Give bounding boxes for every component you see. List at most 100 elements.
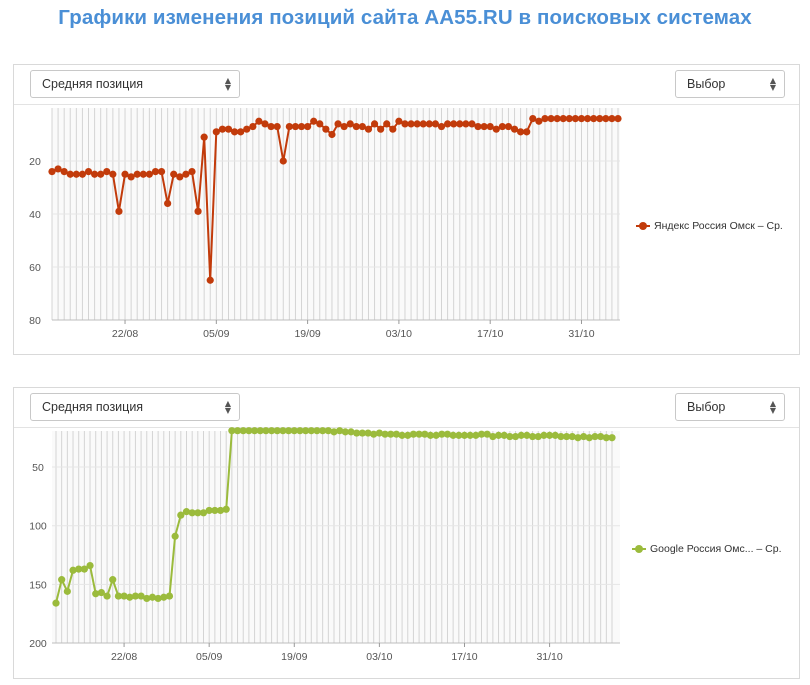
data-point <box>462 120 470 128</box>
data-point <box>66 170 74 178</box>
data-point <box>392 430 401 438</box>
data-point <box>510 125 519 133</box>
data-point <box>364 429 372 437</box>
data-point <box>346 120 354 128</box>
x-tick-label: 05/09 <box>196 651 222 663</box>
data-point <box>313 427 321 435</box>
data-point <box>255 117 263 125</box>
data-point <box>583 115 592 123</box>
metric-select[interactable]: Средняя позиция ▲ ▼ <box>30 393 240 421</box>
data-point <box>143 594 151 603</box>
y-tick-label: 60 <box>29 262 41 274</box>
data-point <box>596 115 604 123</box>
data-point <box>330 428 338 436</box>
data-point <box>164 199 172 207</box>
data-point <box>54 165 62 173</box>
google-positions-chart: 50 100 150 200 22/08 05/09 19/09 03/10 17/10 31/1… <box>29 427 620 663</box>
chart-legend[interactable]: Google Россия Омс... – Ср. <box>632 543 782 555</box>
data-point <box>279 427 287 435</box>
data-point <box>568 432 576 441</box>
data-point <box>563 432 571 441</box>
data-point <box>529 115 537 123</box>
panel-header: Средняя позиция ▲ ▼ Выбор ▲ ▼ <box>14 65 799 105</box>
data-point <box>541 115 549 123</box>
data-point <box>460 431 469 439</box>
data-point <box>92 590 100 598</box>
data-point <box>103 592 111 600</box>
data-point <box>239 427 247 435</box>
choice-select[interactable]: Выбор ▲ ▼ <box>675 393 785 421</box>
data-point <box>443 120 452 128</box>
chart-legend[interactable]: Яндекс Россия Омск – Ср. <box>636 220 783 232</box>
choice-select[interactable]: Выбор ▲ ▼ <box>675 70 785 98</box>
data-point <box>103 168 111 176</box>
data-point <box>511 432 520 441</box>
data-point <box>160 593 168 601</box>
data-point <box>608 434 616 442</box>
x-tick-label: 03/10 <box>366 651 392 663</box>
data-point <box>261 120 269 128</box>
data-point <box>230 128 239 136</box>
data-point <box>580 432 588 441</box>
data-point <box>249 122 257 131</box>
data-point <box>472 431 480 439</box>
data-point <box>498 122 506 131</box>
select-arrows-icon: ▲ ▼ <box>224 399 231 415</box>
data-point <box>591 432 599 441</box>
data-point <box>401 120 409 128</box>
data-point <box>212 128 220 136</box>
data-point <box>395 117 403 125</box>
data-point <box>273 122 281 131</box>
data-point <box>237 128 245 136</box>
data-point <box>486 122 494 131</box>
data-point <box>574 434 582 442</box>
metric-select-label: Средняя позиция <box>42 77 144 91</box>
data-point <box>477 430 486 438</box>
data-point <box>426 431 435 439</box>
data-point <box>63 587 71 595</box>
y-tick-label: 40 <box>29 209 41 221</box>
data-point <box>86 561 94 570</box>
data-point <box>285 122 293 131</box>
data-point <box>358 429 366 437</box>
data-point <box>148 593 157 601</box>
legend-swatch <box>636 222 650 230</box>
data-point <box>456 120 464 128</box>
page-title: Графики изменения позиций сайта AA55.RU … <box>58 6 752 29</box>
data-point <box>432 431 440 439</box>
data-point <box>375 429 383 437</box>
data-point <box>328 130 336 139</box>
data-point <box>559 115 567 123</box>
data-point <box>145 170 153 178</box>
data-point <box>307 427 315 435</box>
data-point <box>431 120 440 128</box>
data-point <box>205 506 213 515</box>
data-point <box>127 173 135 181</box>
choice-select-label: Выбор <box>687 400 726 414</box>
data-point <box>285 427 293 435</box>
x-tick-label: 31/10 <box>536 651 562 663</box>
data-point <box>407 120 415 128</box>
data-point <box>120 592 128 600</box>
data-point <box>425 120 433 128</box>
data-point <box>500 431 508 439</box>
data-point <box>602 434 610 442</box>
data-point <box>267 427 276 435</box>
x-tick-label: 19/09 <box>281 651 307 663</box>
y-tick-label: 150 <box>29 579 47 591</box>
data-point <box>437 122 446 131</box>
data-point <box>449 431 457 439</box>
yandex-positions-chart: 20 40 60 80 22/08 05/09 19/09 03/10 17/10 31/10 <box>29 108 622 340</box>
data-point <box>421 430 429 438</box>
data-point <box>517 431 525 439</box>
legend-label: Яндекс Россия Омск – Ср. <box>654 220 783 232</box>
data-point <box>466 431 474 439</box>
data-point <box>297 122 306 131</box>
x-tick-label: 19/09 <box>294 328 320 340</box>
data-point <box>353 429 361 437</box>
data-point <box>194 509 202 517</box>
metric-select[interactable]: Средняя позиция ▲ ▼ <box>30 70 240 98</box>
data-point <box>200 133 208 141</box>
data-point <box>571 115 579 123</box>
data-point <box>97 170 105 178</box>
